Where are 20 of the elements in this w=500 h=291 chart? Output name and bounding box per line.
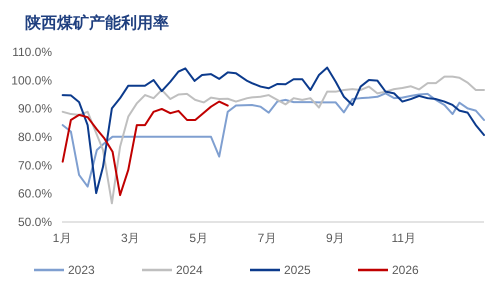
y-tick-label: 60.0% <box>18 186 52 201</box>
chart-title: 陕西煤矿产能利用率 <box>25 13 169 32</box>
legend-label: 2024 <box>176 263 204 277</box>
y-tick-label: 90.0% <box>18 102 52 116</box>
x-tick-label: 7月 <box>258 231 276 245</box>
x-tick-label: 9月 <box>326 231 345 245</box>
legend-label: 2025 <box>284 263 312 277</box>
x-tick-label: 11月 <box>391 231 416 245</box>
y-tick-label: 70.0% <box>18 158 52 172</box>
y-tick-label: 80.0% <box>18 130 52 144</box>
x-tick-label: 1月 <box>52 231 72 245</box>
legend-label: 2023 <box>68 263 96 277</box>
x-tick-label: 3月 <box>120 231 140 245</box>
y-tick-label: 100.0% <box>11 73 52 88</box>
x-tick-label: 5月 <box>189 231 208 245</box>
legend-label: 2026 <box>392 263 420 277</box>
y-tick-label: 50.0% <box>18 215 52 229</box>
y-tick-label: 110.0% <box>12 45 52 59</box>
line-series <box>62 100 229 196</box>
line-series <box>62 92 485 188</box>
